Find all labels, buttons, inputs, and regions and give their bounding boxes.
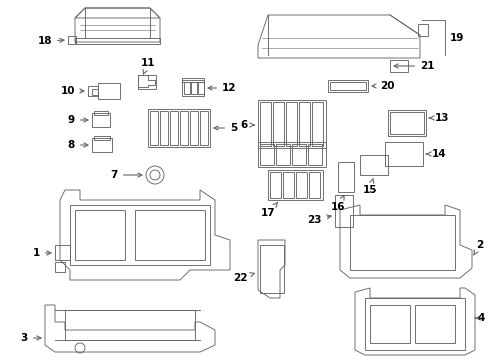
Bar (92, 113, 110, 127)
Text: 23: 23 (308, 215, 331, 225)
Bar (309, 172, 320, 198)
Bar (198, 82, 204, 94)
Bar (88, 86, 98, 96)
Bar (150, 111, 158, 145)
Text: 20: 20 (372, 81, 394, 91)
Bar (138, 75, 156, 89)
Bar (55, 262, 65, 272)
Bar (191, 82, 197, 94)
Text: 4: 4 (475, 313, 486, 323)
Bar (390, 112, 424, 134)
Bar (330, 82, 366, 90)
Bar (94, 111, 108, 115)
Bar (94, 136, 110, 140)
Text: 8: 8 (68, 140, 88, 150)
Text: 22: 22 (234, 273, 254, 283)
Bar (184, 82, 190, 94)
Bar (75, 38, 160, 44)
Bar (260, 144, 274, 165)
Bar (55, 245, 70, 260)
Bar (170, 111, 178, 145)
Bar (258, 142, 326, 167)
Bar (92, 89, 98, 95)
Bar (160, 111, 168, 145)
Text: 10: 10 (60, 86, 84, 96)
Bar (182, 78, 204, 82)
Bar (180, 111, 188, 145)
Bar (390, 60, 408, 72)
Text: 5: 5 (214, 123, 237, 133)
Text: 19: 19 (450, 33, 465, 43)
Text: 7: 7 (111, 170, 142, 180)
Bar (92, 138, 112, 152)
Bar (370, 305, 410, 343)
Text: 6: 6 (241, 120, 254, 130)
Bar (260, 102, 271, 146)
Bar (268, 170, 323, 200)
Bar (200, 111, 208, 145)
Bar (338, 162, 354, 192)
Bar (335, 195, 353, 227)
Bar (308, 144, 322, 165)
Bar (258, 100, 326, 148)
Bar (98, 83, 120, 99)
Text: 17: 17 (261, 203, 277, 218)
Bar (75, 210, 125, 260)
Bar (292, 144, 306, 165)
Bar (182, 80, 204, 96)
Text: 13: 13 (429, 113, 449, 123)
Bar (276, 144, 290, 165)
Bar (135, 210, 205, 260)
Text: 9: 9 (68, 115, 88, 125)
Bar (415, 305, 455, 343)
Bar (260, 245, 284, 293)
Bar (273, 102, 284, 146)
Bar (296, 172, 307, 198)
Bar (385, 142, 423, 166)
Bar (360, 155, 388, 175)
Text: 16: 16 (331, 195, 345, 212)
Bar (190, 111, 198, 145)
Text: 2: 2 (474, 240, 483, 255)
Text: 1: 1 (33, 248, 51, 258)
Text: 15: 15 (363, 179, 377, 195)
Text: 14: 14 (426, 149, 446, 159)
Bar (70, 205, 210, 265)
Text: 3: 3 (21, 333, 41, 343)
Bar (418, 24, 428, 36)
Text: 11: 11 (141, 58, 155, 74)
Bar (365, 298, 465, 350)
Text: 18: 18 (38, 36, 64, 46)
Bar (283, 172, 294, 198)
Bar (65, 310, 195, 340)
Bar (328, 80, 368, 92)
Bar (148, 109, 210, 147)
Bar (350, 215, 455, 270)
Text: 21: 21 (394, 61, 435, 71)
Bar (68, 36, 76, 44)
Text: 12: 12 (208, 83, 237, 93)
Bar (388, 110, 426, 136)
Bar (286, 102, 297, 146)
Bar (270, 172, 281, 198)
Bar (312, 102, 323, 146)
Bar (299, 102, 310, 146)
